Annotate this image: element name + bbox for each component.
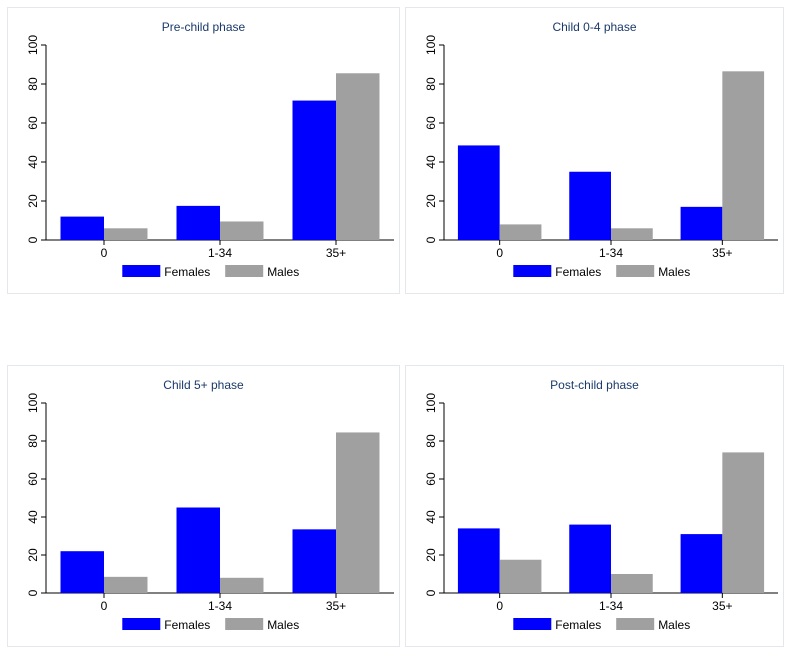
- y-tick-label: 100: [26, 393, 40, 413]
- y-tick-label: 60: [26, 472, 40, 486]
- bar-females: [457, 145, 500, 240]
- x-tick-label: 1-34: [599, 599, 623, 613]
- legend-label-males: Males: [658, 265, 690, 279]
- legend-label-males: Males: [267, 265, 299, 279]
- bar-females: [176, 507, 220, 593]
- bar-females: [569, 171, 611, 240]
- x-tick-label: 0: [496, 246, 503, 260]
- legend-swatch-females: [513, 618, 552, 630]
- bar-females: [457, 528, 500, 593]
- y-tick-label: 100: [424, 393, 438, 413]
- x-tick-label: 35+: [712, 599, 732, 613]
- y-tick-label: 0: [424, 236, 438, 243]
- bar-females: [176, 205, 220, 240]
- bar-males: [220, 221, 264, 240]
- y-tick-label: 80: [26, 434, 40, 448]
- legend-swatch-females: [122, 618, 161, 630]
- y-tick-label: 20: [26, 194, 40, 208]
- bar-males: [499, 224, 542, 240]
- x-tick-label: 35+: [326, 599, 346, 613]
- x-tick-label: 35+: [712, 246, 732, 260]
- bar-males: [336, 432, 380, 593]
- bar-males: [722, 452, 765, 593]
- chart-svg: Child 5+ phase 0 20 40 60 80 100 0 1-34 35+ Female…: [26, 378, 394, 632]
- y-tick-label: 100: [424, 35, 438, 55]
- legend-label-females: Females: [555, 265, 601, 279]
- x-tick-label: 0: [101, 246, 108, 260]
- bar-males: [611, 228, 653, 240]
- legend-swatch-females: [122, 265, 161, 277]
- chart-panel-pre-child: Pre-child phase 0 20 40 60 80 100 0 1-34 35+ Femal…: [7, 7, 400, 294]
- y-tick-label: 60: [424, 116, 438, 130]
- chart-svg: Pre-child phase 0 20 40 60 80 100 0 1-34 35+ Femal…: [26, 20, 394, 279]
- chart-svg: Post-child phase 0 20 40 60 80 100 0 1-34 35+ Fema…: [424, 378, 778, 632]
- x-tick-label: 1-34: [208, 246, 232, 260]
- x-tick-label: 35+: [326, 246, 346, 260]
- bar-females: [60, 551, 104, 593]
- chart-panel-post-child: Post-child phase 0 20 40 60 80 100 0 1-34 35+ Fema…: [405, 365, 784, 647]
- y-tick-label: 40: [424, 155, 438, 169]
- legend-swatch-males: [616, 618, 655, 630]
- bar-females: [569, 524, 611, 593]
- legend-label-females: Females: [164, 265, 210, 279]
- y-tick-label: 60: [424, 472, 438, 486]
- bar-males: [611, 574, 653, 593]
- bar-females: [680, 206, 723, 240]
- chart-title: Child 0-4 phase: [552, 20, 636, 34]
- legend-swatch-males: [225, 618, 264, 630]
- y-tick-label: 80: [424, 434, 438, 448]
- chart-svg: Child 0-4 phase 0 20 40 60 80 100 0 1-34 35+ Femal…: [424, 20, 778, 279]
- bar-males: [336, 73, 380, 241]
- y-tick-label: 100: [26, 35, 40, 55]
- y-tick-label: 20: [26, 548, 40, 562]
- legend-swatch-males: [225, 265, 264, 277]
- legend-swatch-females: [513, 265, 552, 277]
- y-tick-label: 0: [424, 589, 438, 596]
- bar-males: [104, 228, 148, 240]
- legend-label-females: Females: [555, 618, 601, 632]
- x-tick-label: 0: [101, 599, 108, 613]
- bar-females: [680, 534, 723, 593]
- chart-title: Post-child phase: [550, 378, 639, 392]
- chart-title: Pre-child phase: [162, 20, 246, 34]
- legend-swatch-males: [616, 265, 655, 277]
- y-tick-label: 80: [26, 77, 40, 91]
- bar-females: [292, 100, 336, 240]
- chart-panel-child-0-4: Child 0-4 phase 0 20 40 60 80 100 0 1-34 35+ Femal…: [405, 7, 784, 294]
- bar-males: [104, 576, 148, 593]
- y-tick-label: 40: [26, 155, 40, 169]
- y-tick-label: 20: [424, 194, 438, 208]
- x-tick-label: 0: [496, 599, 503, 613]
- bar-males: [499, 559, 542, 593]
- y-tick-label: 0: [26, 589, 40, 596]
- x-tick-label: 1-34: [599, 246, 623, 260]
- legend-label-females: Females: [164, 618, 210, 632]
- bar-females: [292, 529, 336, 593]
- y-tick-label: 0: [26, 236, 40, 243]
- y-tick-label: 20: [424, 548, 438, 562]
- legend-label-males: Males: [658, 618, 690, 632]
- y-tick-label: 40: [424, 510, 438, 524]
- y-tick-label: 80: [424, 77, 438, 91]
- y-tick-label: 60: [26, 116, 40, 130]
- legend-label-males: Males: [267, 618, 299, 632]
- x-tick-label: 1-34: [208, 599, 232, 613]
- chart-title: Child 5+ phase: [163, 378, 244, 392]
- bar-males: [722, 71, 765, 240]
- y-tick-label: 40: [26, 510, 40, 524]
- bar-females: [60, 216, 104, 240]
- chart-panel-child-5-plus: Child 5+ phase 0 20 40 60 80 100 0 1-34 35+ Female…: [7, 365, 400, 647]
- bar-males: [220, 577, 264, 593]
